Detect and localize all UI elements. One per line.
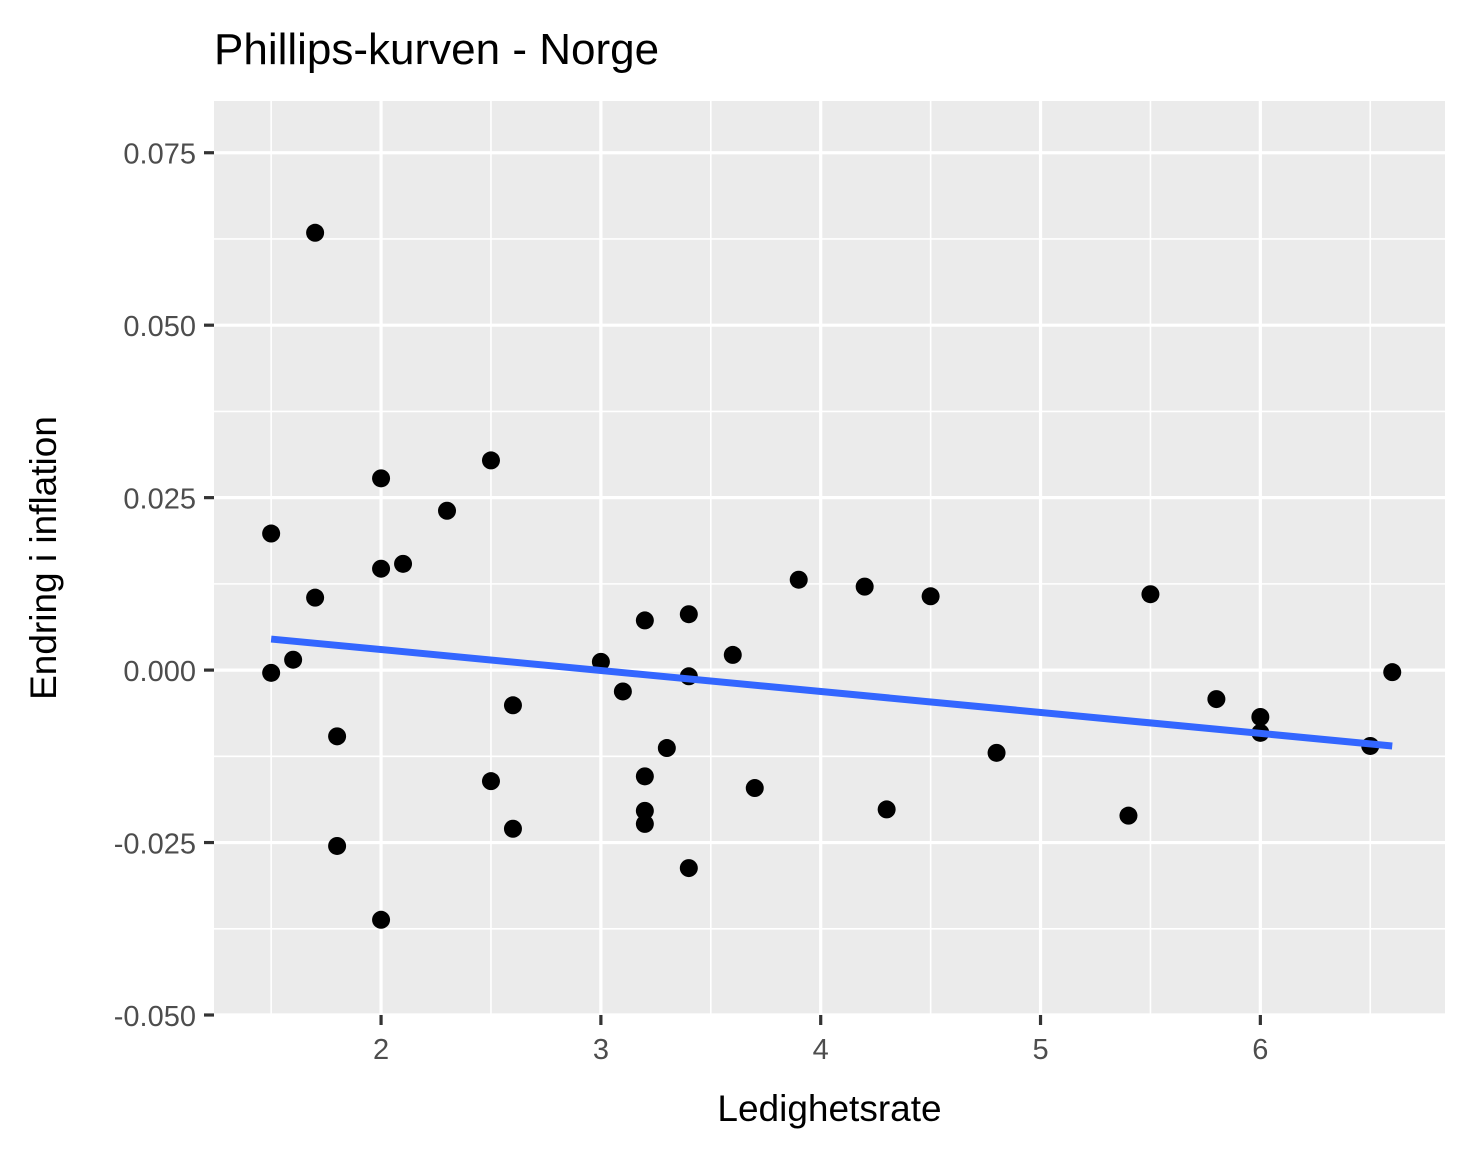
y-tick-label: 0.000: [123, 656, 196, 688]
data-point: [328, 727, 347, 746]
data-point: [987, 743, 1006, 762]
minor-gridlines: [214, 101, 1445, 1015]
x-axis-title: Ledighetsrate: [717, 1088, 941, 1129]
data-point: [679, 859, 698, 878]
y-tick-label: -0.025: [114, 829, 196, 861]
x-tick-label: 5: [1032, 1034, 1048, 1066]
data-point: [789, 570, 808, 589]
data-point: [306, 588, 325, 607]
data-point: [306, 223, 325, 242]
data-point: [679, 605, 698, 624]
data-point: [481, 772, 500, 791]
data-point: [877, 800, 896, 819]
x-tick-label: 4: [813, 1034, 829, 1066]
data-point: [394, 554, 413, 573]
data-point: [1141, 585, 1160, 604]
y-axis-title: Endring i inflation: [23, 416, 64, 700]
data-point: [328, 836, 347, 855]
data-point: [503, 819, 522, 838]
data-point: [855, 577, 874, 596]
data-point: [635, 767, 654, 786]
data-point: [613, 682, 632, 701]
x-tick-label: 6: [1252, 1034, 1268, 1066]
y-tick-label: 0.025: [123, 484, 196, 516]
regression-line: [270, 635, 1393, 750]
regression-line-layer: [270, 635, 1393, 750]
data-point: [372, 469, 391, 488]
data-point: [723, 645, 742, 664]
data-point: [635, 814, 654, 833]
data-point: [1119, 806, 1138, 825]
y-tick-label: -0.050: [114, 1001, 196, 1033]
data-point: [921, 587, 940, 606]
data-point: [745, 779, 764, 798]
data-point: [503, 696, 522, 715]
data-point: [372, 559, 391, 578]
chart-title: Phillips-kurven - Norge: [214, 25, 659, 74]
x-tick-label: 3: [593, 1034, 609, 1066]
y-axis: -0.050 -0.025 0.000 0.025 0.050 0.075: [114, 139, 214, 1033]
data-point: [1251, 708, 1270, 727]
data-point: [284, 650, 303, 669]
data-point: [262, 663, 281, 682]
x-tick-label: 2: [373, 1034, 389, 1066]
data-point: [657, 739, 676, 758]
data-point: [635, 611, 654, 630]
data-point: [1207, 690, 1226, 709]
data-point: [481, 451, 500, 470]
data-point: [262, 524, 281, 543]
data-point: [438, 501, 457, 520]
y-tick-label: 0.050: [123, 311, 196, 343]
y-tick-label: 0.075: [123, 139, 196, 171]
major-gridlines: [214, 101, 1445, 1017]
data-point: [372, 910, 391, 929]
data-point: [591, 652, 610, 671]
data-points: [262, 223, 1402, 929]
data-point: [635, 801, 654, 820]
plot-panel: [214, 101, 1445, 1015]
x-axis: 2 3 4 5 6: [373, 1015, 1268, 1066]
data-point: [1383, 663, 1402, 682]
